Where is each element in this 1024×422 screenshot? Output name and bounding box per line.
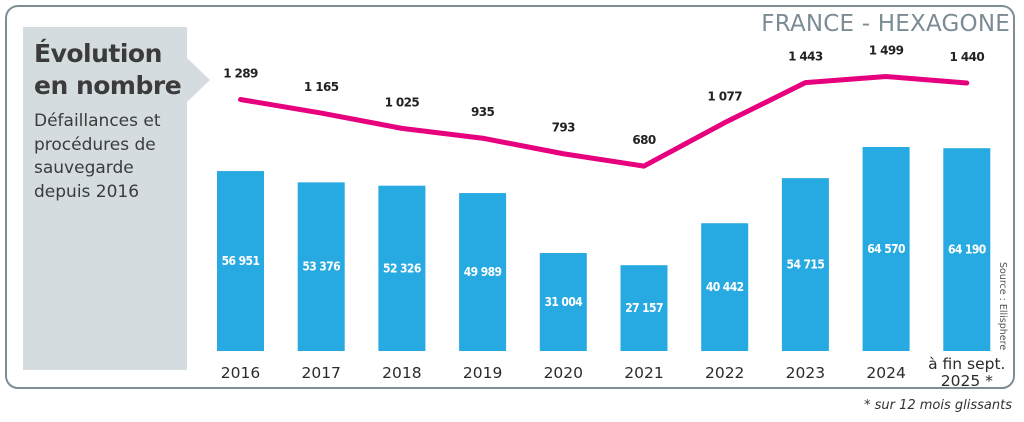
bar-value-label-7: 54 715 — [787, 258, 825, 272]
line-value-label-0: 1 289 — [223, 66, 258, 80]
bar-8 — [862, 147, 910, 351]
x-tick-label-6: 2022 — [705, 364, 744, 382]
line-value-label-4: 793 — [552, 121, 575, 135]
bar-value-label-5: 27 157 — [625, 301, 663, 315]
bar-2 — [378, 185, 426, 351]
bar-7 — [781, 178, 829, 351]
bar-3 — [459, 193, 507, 351]
chart-card — [5, 5, 1015, 389]
x-tick-label-2: 2018 — [382, 364, 421, 382]
chart-title: Évolution en nombre — [34, 38, 182, 102]
line-value-label-5: 680 — [632, 133, 655, 147]
footnote: * sur 12 mois glissants — [863, 398, 1012, 413]
bar-value-label-4: 31 004 — [544, 295, 583, 309]
title-line-1: Évolution — [34, 39, 162, 68]
line-value-label-2: 1 025 — [385, 95, 420, 109]
region-label: FRANCE - HEXAGONE — [761, 11, 1010, 37]
bar-value-label-3: 49 989 — [464, 265, 502, 279]
x-tick-label-7: 2023 — [786, 364, 825, 382]
x-tick-label-9-0: à fin sept. — [928, 355, 1005, 373]
x-tick-label-9-1: 2025 * — [941, 372, 993, 390]
bar-value-label-0: 56 951 — [222, 254, 260, 268]
title-line-2: en nombre — [34, 71, 182, 100]
line-value-label-9: 1 440 — [950, 50, 985, 64]
line-value-label-1: 1 165 — [304, 80, 339, 94]
line-value-label-6: 1 077 — [707, 90, 742, 104]
x-tick-label-1: 2017 — [301, 364, 340, 382]
bar-value-label-6: 40 442 — [706, 280, 744, 294]
bar-9 — [943, 148, 991, 351]
line-value-label-8: 1 499 — [869, 44, 904, 58]
bar-1 — [297, 182, 345, 351]
bar-4 — [539, 253, 587, 351]
bar-5 — [620, 265, 668, 351]
x-tick-label-0: 2016 — [221, 364, 260, 382]
bar-value-label-8: 64 570 — [867, 242, 905, 256]
title-panel — [23, 27, 187, 370]
panel-pointer — [186, 57, 210, 103]
bar-value-label-2: 52 326 — [383, 261, 421, 275]
bar-value-label-1: 53 376 — [302, 260, 340, 274]
line-value-label-3: 935 — [471, 105, 494, 119]
x-tick-label-8: 2024 — [866, 364, 905, 382]
bar-value-label-9: 64 190 — [948, 243, 986, 257]
line-series — [238, 74, 970, 169]
chart-subtitle: Défaillances et procédures de sauvegarde… — [34, 111, 161, 202]
line-value-label-7: 1 443 — [788, 50, 823, 64]
bar-0 — [217, 171, 264, 351]
x-tick-label-5: 2021 — [624, 364, 663, 382]
bar-6 — [701, 223, 749, 351]
x-tick-label-3: 2019 — [463, 364, 502, 382]
x-tick-label-4: 2020 — [544, 364, 583, 382]
